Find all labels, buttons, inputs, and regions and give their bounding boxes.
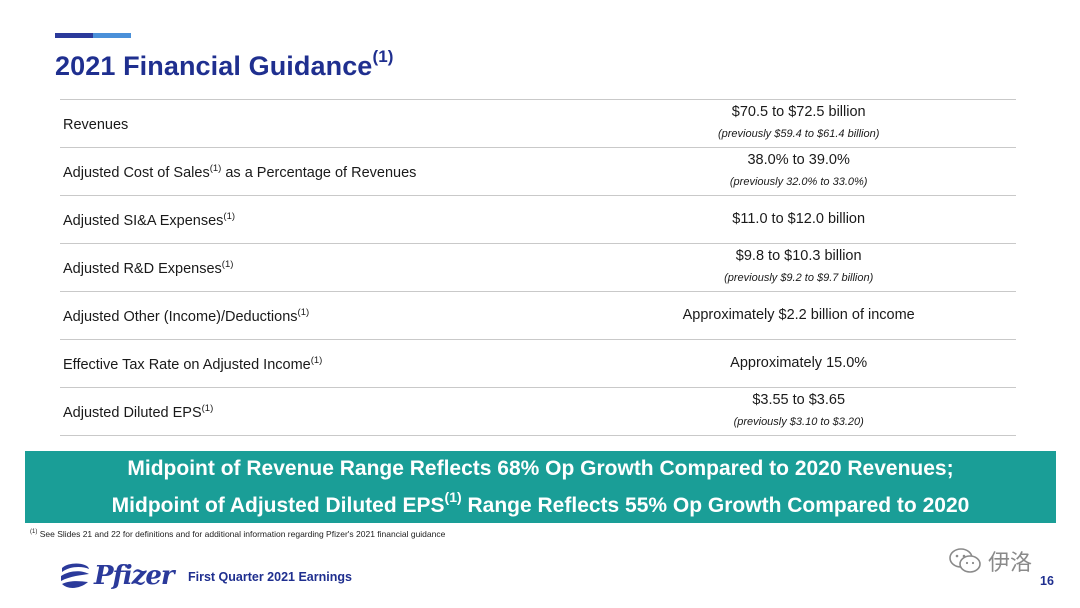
row-value: $11.0 to $12.0 billion <box>581 209 1016 230</box>
table-row: Effective Tax Rate on Adjusted Income(1)… <box>60 340 1016 388</box>
previous-guidance: (previously $3.10 to $3.20) <box>733 416 864 428</box>
title-accent-bar-dark <box>55 33 93 38</box>
highlight-banner: Midpoint of Revenue Range Reflects 68% O… <box>25 451 1056 523</box>
previous-guidance: (previously $9.2 to $9.7 billion) <box>724 272 874 284</box>
guidance-value: $70.5 to $72.5 billion <box>731 104 866 120</box>
guidance-value: Approximately 15.0% <box>730 355 868 371</box>
guidance-value: Approximately $2.2 billion of income <box>682 307 915 323</box>
banner-line-1: Midpoint of Revenue Range Reflects 68% O… <box>127 457 954 480</box>
footnote: (1) See Slides 21 and 22 for definitions… <box>30 529 446 539</box>
footer-subtitle: First Quarter 2021 Earnings <box>188 570 352 584</box>
row-label: Revenues <box>63 116 129 133</box>
row-label: Adjusted Diluted EPS(1) <box>63 402 214 421</box>
guidance-value: $11.0 to $12.0 billion <box>732 211 866 227</box>
row-value: $70.5 to $72.5 billion (previously $59.4 … <box>581 102 1016 145</box>
watermark: 伊洛 <box>948 545 1032 577</box>
row-label: Adjusted Other (Income)/Deductions(1) <box>63 306 310 325</box>
banner-line-2: Midpoint of Adjusted Diluted EPS(1) Rang… <box>111 489 970 517</box>
pfizer-logo-wordmark: Pfizer <box>94 561 175 591</box>
pfizer-logo-icon <box>61 563 89 588</box>
row-value: $3.55 to $3.65 (previously $3.10 to $3.20… <box>581 390 1016 433</box>
guidance-value: 38.0% to 39.0% <box>747 152 850 168</box>
row-label: Effective Tax Rate on Adjusted Income(1) <box>63 354 323 373</box>
table-row: Adjusted SI&A Expenses(1) $11.0 to $12.0 … <box>60 196 1016 244</box>
guidance-value: $3.55 to $3.65 <box>752 392 846 408</box>
row-value: $9.8 to $10.3 billion (previously $9.2 to… <box>581 246 1016 289</box>
row-label: Adjusted SI&A Expenses(1) <box>63 210 236 229</box>
watermark-text: 伊洛 <box>988 551 1033 576</box>
row-label: Adjusted Cost of Sales(1) as a Percentag… <box>63 162 417 181</box>
row-value: Approximately 15.0% <box>581 353 1016 374</box>
row-value: 38.0% to 39.0% (previously 32.0% to 33.0%… <box>581 150 1016 193</box>
pfizer-logo: Pfizer <box>58 561 175 591</box>
guidance-value: $9.8 to $10.3 billion <box>735 248 862 264</box>
table-row: Revenues $70.5 to $72.5 billion (previousl… <box>60 100 1016 148</box>
row-value: Approximately $2.2 billion of income <box>581 305 1016 326</box>
page-title: 2021 Financial Guidance(1) <box>55 47 394 81</box>
title-accent-bar-light <box>93 33 131 38</box>
table-row: Adjusted R&D Expenses(1) $9.8 to $10.3 bi… <box>60 244 1016 292</box>
previous-guidance: (previously 32.0% to 33.0%) <box>729 176 868 188</box>
page-number: 16 <box>1040 574 1054 588</box>
guidance-table: Revenues $70.5 to $72.5 billion (previousl… <box>60 99 1016 436</box>
table-row: Adjusted Cost of Sales(1) as a Percentag… <box>60 148 1016 196</box>
wechat-icon <box>949 548 981 573</box>
row-label: Adjusted R&D Expenses(1) <box>63 258 234 277</box>
table-row: Adjusted Other (Income)/Deductions(1) App… <box>60 292 1016 340</box>
table-row: Adjusted Diluted EPS(1) $3.55 to $3.65 (pr… <box>60 388 1016 436</box>
previous-guidance: (previously $59.4 to $61.4 billion) <box>717 128 880 140</box>
